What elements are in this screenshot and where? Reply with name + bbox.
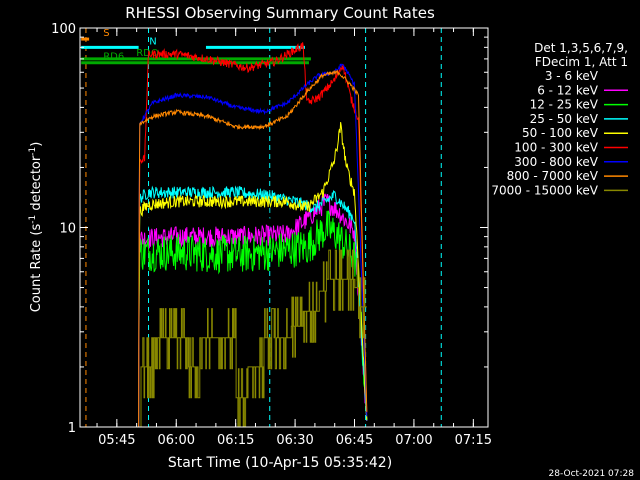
legend-label-2: 12 - 25 keV	[530, 98, 599, 112]
series-line-0	[138, 169, 368, 428]
legend-label-7: 800 - 7000 keV	[507, 169, 599, 183]
x-axis-label: Start Time (10-Apr-15 05:35:42)	[168, 455, 392, 471]
legend-header-detectors: Det 1,3,5,6,7,9,	[534, 41, 628, 55]
flag-label-n: N	[149, 36, 156, 47]
series-line-5	[138, 42, 368, 428]
x-tick-label-4: 06:45	[336, 433, 373, 448]
y-tick-label-2: 100	[51, 22, 76, 37]
series-line-7	[138, 69, 368, 428]
x-tick-label-3: 06:30	[276, 433, 313, 448]
y-tick-label-1: 10	[59, 222, 76, 237]
legend-label-5: 100 - 300 keV	[514, 141, 598, 155]
axes: 05:45 06:00 06:15 06:30 06:45 07:00 07:15 1 10 10…	[51, 22, 492, 448]
legend-label-0: 3 - 6 keV	[545, 69, 599, 83]
x-tick-label-1: 06:00	[158, 433, 195, 448]
legend-label-6: 300 - 800 keV	[514, 155, 598, 169]
legend-label-1: 6 - 12 keV	[537, 83, 599, 97]
legend-label-8: 7000 - 15000 keV	[491, 183, 598, 197]
flag-label-s: S	[103, 28, 109, 39]
x-tick-label-5: 07:00	[395, 433, 432, 448]
x-tick-label-2: 06:15	[217, 433, 254, 448]
flag-label-rdo: RDO	[136, 48, 159, 59]
y-tick-label-0: 1	[68, 421, 76, 436]
x-tick-label-6: 07:15	[455, 433, 492, 448]
series-line-3	[138, 185, 368, 428]
series-line-8	[138, 249, 367, 428]
generation-timestamp: 28-Oct-2021 07:28	[549, 469, 635, 479]
chart-title: RHESSI Observing Summary Count Rates	[125, 4, 435, 22]
series-line-4	[138, 122, 368, 428]
legend-label-4: 50 - 100 keV	[522, 126, 599, 140]
series-line-2	[138, 210, 368, 428]
legend: Det 1,3,5,6,7,9, FDecim 1, Att 1 3 - 6 k…	[491, 41, 628, 197]
x-tick-label-0: 05:45	[98, 433, 135, 448]
y-axis-label: Count Rate (s-1 detector-1)	[28, 142, 44, 313]
legend-header-settings: FDecim 1, Att 1	[535, 55, 628, 69]
flag-label-rd6: RD6	[103, 52, 124, 63]
legend-label-3: 25 - 50 keV	[530, 112, 599, 126]
